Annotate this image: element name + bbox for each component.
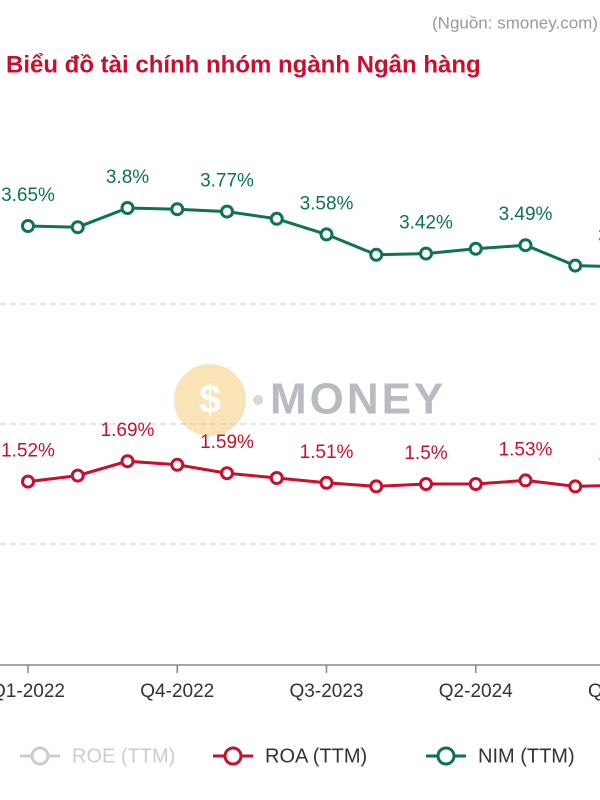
- data-point: [419, 246, 433, 261]
- data-point: [319, 475, 334, 490]
- data-point: [220, 466, 234, 481]
- data-label: 1.49%: [598, 444, 600, 465]
- data-label: 3.8%: [106, 167, 149, 188]
- legend-label: ROE (TTM): [72, 745, 175, 767]
- data-label: 3.58%: [300, 193, 354, 214]
- data-point: [21, 474, 35, 489]
- data-point: [468, 477, 483, 491]
- data-point: [369, 247, 384, 262]
- data-label: 1.52%: [1, 441, 55, 462]
- data-point: [419, 477, 433, 491]
- data-point: [170, 457, 185, 472]
- x-tick-label: Q3-2023: [290, 681, 364, 702]
- data-label: 3.77%: [200, 171, 254, 192]
- data-point: [269, 471, 284, 485]
- data-label: 3.42%: [399, 213, 453, 234]
- data-point: [468, 241, 483, 256]
- data-label: 3.65%: [1, 185, 55, 206]
- data-point: [220, 204, 234, 219]
- x-tick-label: Q4-2022: [140, 681, 214, 702]
- legend-marker: [436, 746, 456, 766]
- x-tick-label: Q1-2022: [0, 681, 65, 702]
- data-point: [120, 454, 135, 469]
- data-label: 1.53%: [499, 439, 553, 460]
- legend-marker: [30, 746, 50, 766]
- data-label: 3.49%: [499, 204, 553, 225]
- data-point: [269, 211, 284, 226]
- watermark-logo: $: [174, 364, 263, 436]
- data-label: 1.59%: [200, 432, 254, 453]
- data-point: [518, 238, 533, 253]
- data-point: [170, 202, 185, 217]
- data-point: [21, 219, 35, 233]
- data-label: 3.31%: [598, 226, 600, 247]
- legend-label: NIM (TTM): [478, 745, 575, 767]
- svg-text:$: $: [199, 378, 221, 422]
- data-point: [70, 468, 85, 483]
- chart-title: Biểu đồ tài chính nhóm ngành Ngân hàng: [6, 51, 481, 78]
- legend-marker: [223, 746, 243, 766]
- x-tick-label: Q2-2024: [439, 681, 513, 702]
- legend-label: ROA (TTM): [265, 745, 367, 767]
- data-point: [319, 227, 334, 242]
- data-point: [518, 473, 533, 488]
- data-point: [568, 258, 583, 273]
- data-point: [369, 479, 384, 494]
- x-tick-label: Q1-2025: [588, 681, 600, 702]
- data-point: [70, 220, 85, 235]
- source: (Nguồn: smoney.com): [432, 13, 598, 32]
- data-label: 1.69%: [101, 420, 155, 441]
- series-line: [27, 459, 600, 488]
- data-label: 1.5%: [404, 443, 447, 464]
- watermark: MONEY: [270, 375, 446, 424]
- data-point: [120, 201, 135, 215]
- data-point: [568, 479, 583, 494]
- data-label: 1.51%: [300, 442, 354, 463]
